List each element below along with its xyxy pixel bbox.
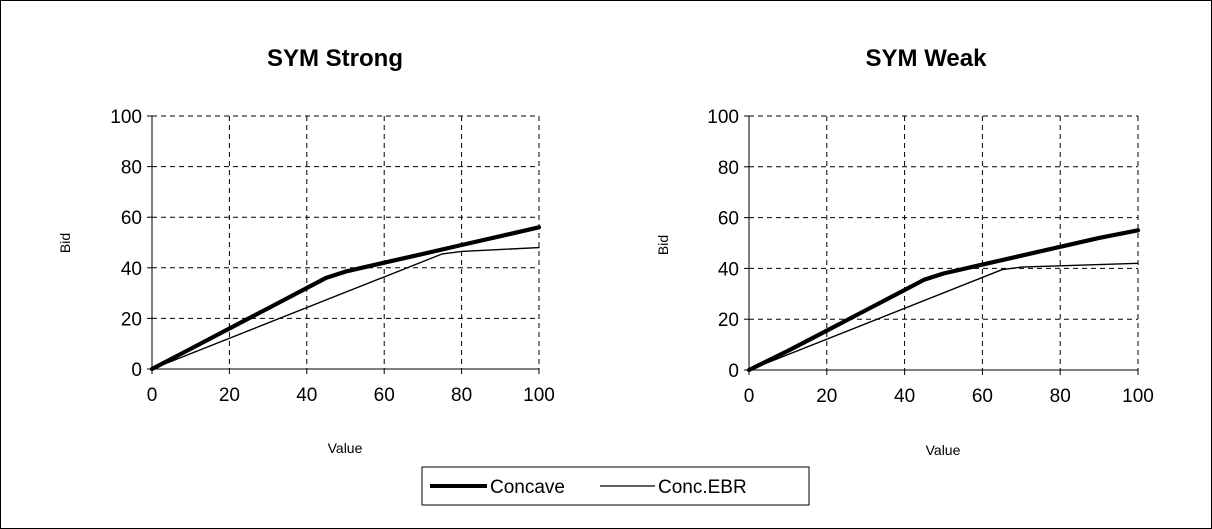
x-tick-label: 20	[219, 385, 240, 406]
y-axis-label: Bid	[655, 235, 671, 255]
x-tick-label: 80	[1050, 386, 1071, 407]
series-line-conc-ebr	[151, 246, 540, 370]
y-tick-label: 0	[728, 361, 739, 382]
y-tick-label: 40	[718, 259, 739, 280]
chart-sym-strong: SYM Strong Value Bid 0 20 40 60 80 100 0 20 40 60…	[57, 45, 555, 456]
x-axis-label: Value	[328, 440, 363, 456]
series-line-concave	[149, 225, 542, 372]
y-tick-label: 100	[110, 107, 142, 128]
x-tick-label: 20	[816, 386, 837, 407]
y-tick-label: 60	[718, 209, 739, 230]
y-tick-label: 20	[121, 309, 142, 330]
y-tick-label: 40	[121, 259, 142, 280]
x-tick-label: 60	[374, 385, 395, 406]
y-tick-label: 80	[718, 158, 739, 179]
y-tick-label: 100	[707, 107, 739, 128]
x-axis-label: Value	[926, 442, 961, 458]
legend-label-concave: Concave	[490, 477, 565, 498]
x-tick-label: 80	[451, 385, 472, 406]
y-tick-label: 20	[718, 310, 739, 331]
legend: Concave Conc.EBR	[421, 466, 810, 506]
chart-sym-weak: SYM Weak Value Bid 0 20 40 60 80 100 0 20 40 60 80…	[655, 45, 1154, 458]
x-tick-label: 40	[296, 385, 317, 406]
y-tick-label: 80	[121, 158, 142, 179]
x-tick-label: 0	[744, 386, 755, 407]
y-tick-label: 0	[131, 360, 142, 381]
legend-label-conc-ebr: Conc.EBR	[658, 477, 747, 498]
x-tick-label: 40	[894, 386, 915, 407]
chart-title: SYM Weak	[866, 45, 988, 72]
x-tick-label: 0	[147, 385, 158, 406]
y-axis-label: Bid	[57, 233, 73, 253]
x-tick-label: 100	[1122, 386, 1154, 407]
x-tick-label: 100	[523, 385, 555, 406]
chart-title: SYM Strong	[267, 45, 403, 72]
x-tick-label: 60	[972, 386, 993, 407]
y-tick-label: 60	[121, 208, 142, 229]
series-line-concave	[746, 228, 1141, 373]
series-line-conc-ebr	[748, 262, 1139, 371]
